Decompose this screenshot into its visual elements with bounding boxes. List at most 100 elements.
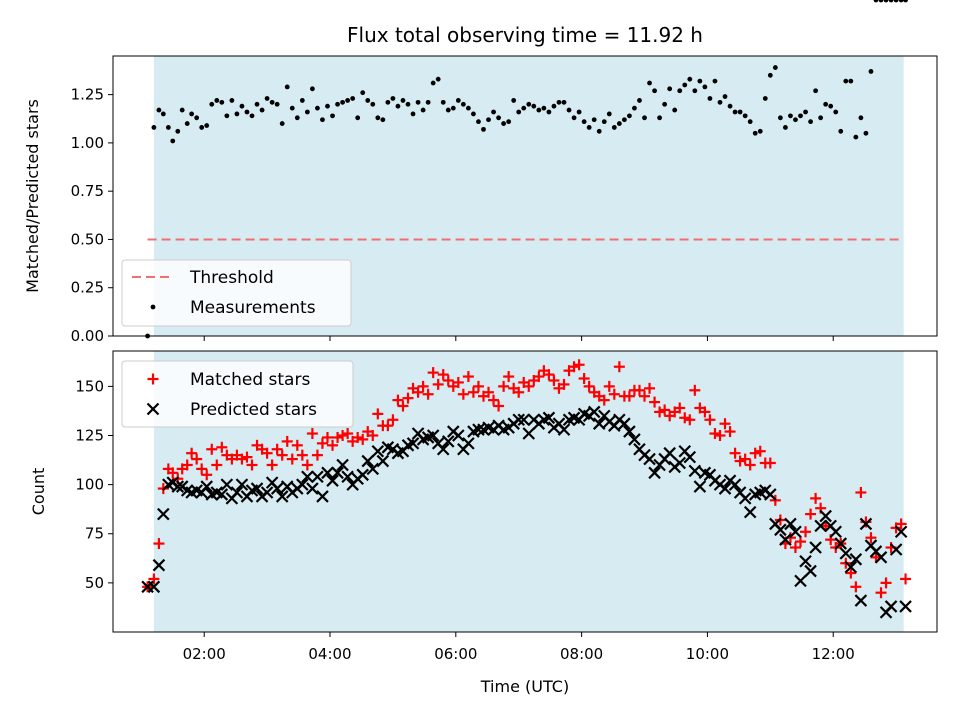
matched-star-point <box>623 390 635 402</box>
predicted-stars-series <box>141 405 912 619</box>
matched-star-point <box>452 376 464 388</box>
measurement-point <box>330 113 335 119</box>
measurement-point <box>823 101 829 107</box>
measurement-point <box>355 115 361 121</box>
top-x-axis <box>203 336 834 341</box>
x-tick-label: 02:00 <box>183 645 226 663</box>
matched-star-point <box>855 486 867 498</box>
matched-star-point <box>764 457 776 469</box>
measurement-point <box>430 80 436 86</box>
predicted-star-point <box>406 437 420 450</box>
matched-star-point <box>211 459 223 471</box>
legend-matched-swatch <box>147 373 159 385</box>
matched-star-point <box>196 463 208 475</box>
x-tick-label: 10:00 <box>686 645 729 663</box>
predicted-star-point <box>220 478 234 491</box>
measurement-point <box>224 113 230 119</box>
measurement-point <box>531 103 537 109</box>
measurement-point <box>526 101 532 107</box>
predicted-star-point <box>147 580 161 594</box>
measurement-point <box>868 69 874 74</box>
matched-star-point <box>201 469 213 481</box>
measurement-point <box>601 119 607 125</box>
measurement-point <box>793 117 798 123</box>
measurement-point <box>903 0 908 3</box>
measurement-point <box>873 0 879 3</box>
measurement-point <box>863 130 869 136</box>
measurement-point <box>516 109 522 115</box>
measurement-point <box>853 134 859 140</box>
measurement-point <box>465 105 471 111</box>
predicted-star-point <box>462 437 475 450</box>
measurement-point <box>415 99 421 105</box>
measurement-point <box>350 96 356 101</box>
measurement-point <box>460 101 466 107</box>
predicted-star-point <box>693 480 707 493</box>
measurement-point <box>788 113 793 119</box>
matched-star-point <box>744 459 756 471</box>
measurement-point <box>209 101 215 107</box>
matched-star-point <box>291 439 303 451</box>
matched-star-point <box>306 428 318 440</box>
bottom-x-axis: 02:00 04:00 06:00 08:00 10:00 12:00 <box>183 632 855 663</box>
measurement-point <box>325 103 330 109</box>
measurement-point <box>274 101 280 107</box>
measurement-point <box>702 84 708 90</box>
matched-star-point <box>167 467 179 479</box>
predicted-star-point <box>774 523 787 537</box>
top-y-axis: 0.00 0.25 0.50 0.75 1.00 1.25 <box>71 86 113 345</box>
predicted-star-point <box>331 466 344 480</box>
top-legend: Threshold Measurements <box>121 259 352 327</box>
predicted-star-point <box>356 468 369 482</box>
matched-star-point <box>472 380 484 392</box>
measurement-point <box>175 128 181 134</box>
matched-star-point <box>639 390 651 402</box>
matched-star-point <box>397 400 409 412</box>
predicted-star-point <box>321 466 334 480</box>
measurement-point <box>637 98 642 103</box>
matched-star-point <box>296 449 308 461</box>
measurement-point <box>561 99 567 105</box>
measurement-point <box>229 98 235 103</box>
matched-star-point <box>372 408 384 420</box>
matched-star-point <box>241 451 253 463</box>
predicted-star-point <box>316 490 329 503</box>
predicted-star-point <box>799 554 812 568</box>
measurement-point <box>657 115 663 121</box>
predicted-star-point <box>779 533 792 546</box>
matched-star-point <box>513 386 525 398</box>
measurement-point <box>878 0 884 3</box>
predicted-star-point <box>157 507 170 521</box>
measurement-point <box>647 80 652 86</box>
measurement-point <box>616 121 622 126</box>
measurement-point <box>284 84 290 90</box>
measurement-point <box>269 99 275 105</box>
measurement-point <box>189 111 195 117</box>
matched-star-point <box>754 445 766 457</box>
x-tick-label: 04:00 <box>308 645 351 663</box>
measurement-point <box>672 107 678 113</box>
top-legend-box <box>121 259 352 327</box>
measurement-point <box>752 130 758 136</box>
measurement-point <box>380 117 386 123</box>
matched-star-point <box>613 361 625 373</box>
measurement-point <box>340 99 345 105</box>
measurement-point <box>320 117 325 123</box>
matched-star-point <box>191 453 203 465</box>
matched-star-point <box>271 443 283 455</box>
measurement-point <box>375 115 381 121</box>
matched-star-point <box>739 453 751 465</box>
predicted-star-point <box>834 537 848 550</box>
matched-star-point <box>704 414 716 426</box>
measurement-point <box>385 99 391 105</box>
measurement-point <box>345 98 351 103</box>
measurement-point <box>783 125 788 130</box>
measurement-point <box>279 121 285 126</box>
matched-star-point <box>573 359 585 371</box>
predicted-star-point <box>683 450 697 464</box>
matched-star-point <box>206 443 218 455</box>
matched-star-point <box>644 382 656 394</box>
predicted-star-point <box>819 509 832 523</box>
predicted-star-point <box>436 442 450 456</box>
measurement-point <box>883 0 889 3</box>
